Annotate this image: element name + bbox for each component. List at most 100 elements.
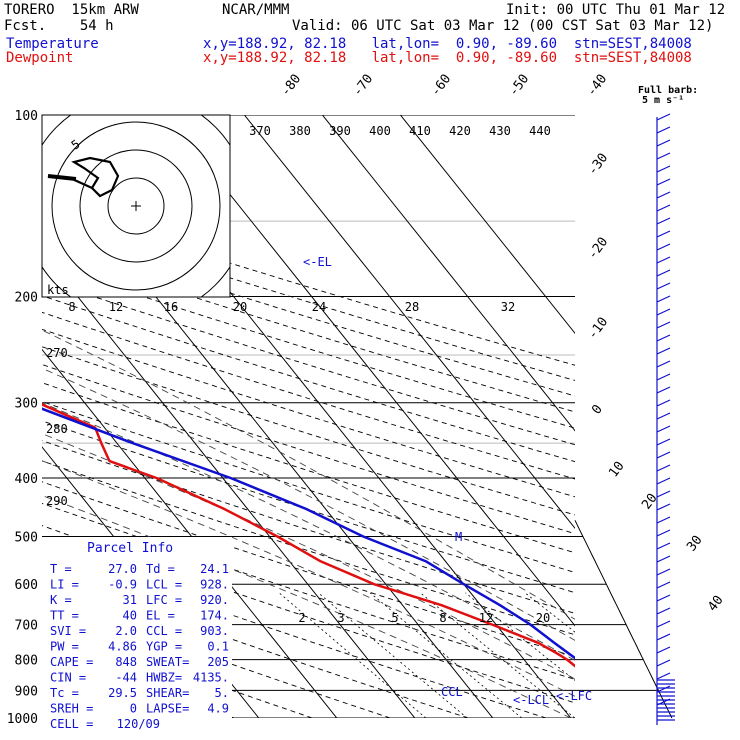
parcel-label: Tc =	[50, 686, 79, 700]
parcel-value: 4135.	[193, 671, 229, 685]
wind-barb	[656, 282, 671, 290]
parcel-label: LCL =	[146, 578, 182, 592]
parcel-value: 27.0	[108, 562, 137, 576]
parcel-value: -0.9	[108, 578, 137, 592]
parcel-value: 0	[130, 702, 137, 716]
isotherm-label: 0	[589, 402, 606, 417]
dry-adiabat	[42, 440, 575, 614]
theta-e-label: 430	[489, 124, 511, 138]
parcel-value: 2.0	[115, 624, 137, 638]
hodo-speed-label: 28	[405, 300, 419, 314]
parcel-value: 5.	[215, 686, 229, 700]
wind-barb	[656, 386, 671, 394]
parcel-label: K =	[50, 593, 72, 607]
wind-barb	[656, 555, 671, 563]
dry-adiabat	[42, 548, 547, 718]
parcel-panel-bg	[42, 537, 232, 718]
wind-barb	[656, 269, 671, 277]
isotherm-line	[244, 115, 575, 530]
hodograph-ring	[51, 121, 221, 291]
parcel-label: CIN =	[50, 671, 86, 685]
isotherm-line	[400, 115, 575, 335]
lfc-marker: <-LFC	[556, 689, 592, 703]
parcel-value: 848	[115, 655, 137, 669]
isotherm-line	[166, 115, 575, 627]
parcel-label: YGP =	[146, 640, 182, 654]
wind-barb	[656, 126, 671, 134]
theta-e-label: 400	[369, 124, 391, 138]
extension-border	[574, 520, 673, 719]
valid-time: Valid: 06 UTC Sat 03 Mar 12 (00 CST Sat …	[292, 18, 714, 34]
isotherm-line	[42, 251, 416, 718]
mixing-ratio-line	[318, 592, 468, 718]
wind-barb	[656, 542, 671, 550]
barb-legend-line2: 5 m s⁻¹	[642, 95, 684, 106]
wind-barb	[656, 672, 671, 680]
isotherm-label: -50	[506, 72, 532, 100]
temperature-location: x,y=188.92, 82.18 lat,lon= 0.90, -89.60 …	[203, 36, 692, 52]
isotherm-label: -70	[350, 72, 376, 100]
dry-adiabat	[42, 460, 575, 636]
init-time: Init: 00 UTC Thu 01 Mar 12	[506, 2, 726, 18]
lcl-marker: <-LCL	[513, 693, 549, 707]
isobar-label: 700	[15, 619, 38, 634]
parcel-label: LAPSE=	[146, 702, 189, 716]
dry-adiabat-label: 290	[46, 494, 68, 508]
parcel-value: 24.1	[200, 562, 229, 576]
wind-barb	[656, 399, 671, 407]
dry-adiabat	[42, 571, 469, 718]
parcel-label: SHEAR=	[146, 686, 189, 700]
mixing-ratio-label: 2	[298, 611, 305, 625]
wind-barb	[656, 347, 671, 355]
isobar-label: 1000	[7, 712, 38, 727]
hodograph-units: kts	[47, 283, 69, 297]
isotherm-label: -20	[585, 235, 611, 263]
parcel-label: EL =	[146, 609, 175, 623]
parcel-value: 205	[207, 655, 229, 669]
theta-e-label: 380	[289, 124, 311, 138]
wind-barb	[656, 451, 671, 459]
mixing-ratio-label: 12	[479, 611, 493, 625]
isobar-label: 300	[15, 397, 38, 412]
isobar-label: 200	[15, 291, 38, 306]
temperature-trace	[42, 403, 575, 668]
hodograph-ring	[107, 177, 165, 235]
parcel-label: PW =	[50, 640, 79, 654]
isobar-label: 400	[15, 472, 38, 487]
isotherm-label: -40	[584, 72, 610, 100]
mixing-ratio-line	[369, 592, 523, 718]
parcel-label: SREH =	[50, 702, 93, 716]
wind-barb	[656, 243, 671, 251]
theta-e-label: 390	[329, 124, 351, 138]
dewpoint-trace	[42, 407, 575, 660]
wind-barb	[656, 152, 671, 160]
parcel-value: 928.	[200, 578, 229, 592]
hodograph-trace	[47, 156, 120, 198]
isotherm-label: -80	[278, 72, 304, 100]
theta-e-label: 370	[249, 124, 271, 138]
isotherm-label: 40	[705, 593, 726, 615]
dewpoint-location: x,y=188.92, 82.18 lat,lon= 0.90, -89.60 …	[203, 50, 692, 66]
wind-barb	[656, 438, 671, 446]
mixing-ratio-line	[465, 592, 575, 681]
barb-legend-line1: Full barb:	[638, 85, 698, 96]
isotherm-label: 10	[606, 459, 627, 481]
temperature-legend: Temperature	[6, 36, 99, 52]
parcel-label: LFC =	[146, 593, 182, 607]
theta-e-label: 420	[449, 124, 471, 138]
wind-barb	[656, 165, 671, 173]
parcel-value: 903.	[200, 624, 229, 638]
parcel-label: CCL =	[146, 624, 182, 638]
theta-e-label: 410	[409, 124, 431, 138]
mixing-ratio-line	[278, 592, 427, 718]
dry-adiabat	[42, 328, 575, 498]
model-title: TORERO 15km ARW	[4, 2, 139, 18]
parcel-value: 4.9	[207, 702, 229, 716]
dewpoint-legend: Dewpoint	[6, 50, 74, 66]
parcel-label: TT =	[50, 609, 79, 623]
wind-barb	[656, 529, 671, 537]
wind-barb	[656, 503, 671, 511]
